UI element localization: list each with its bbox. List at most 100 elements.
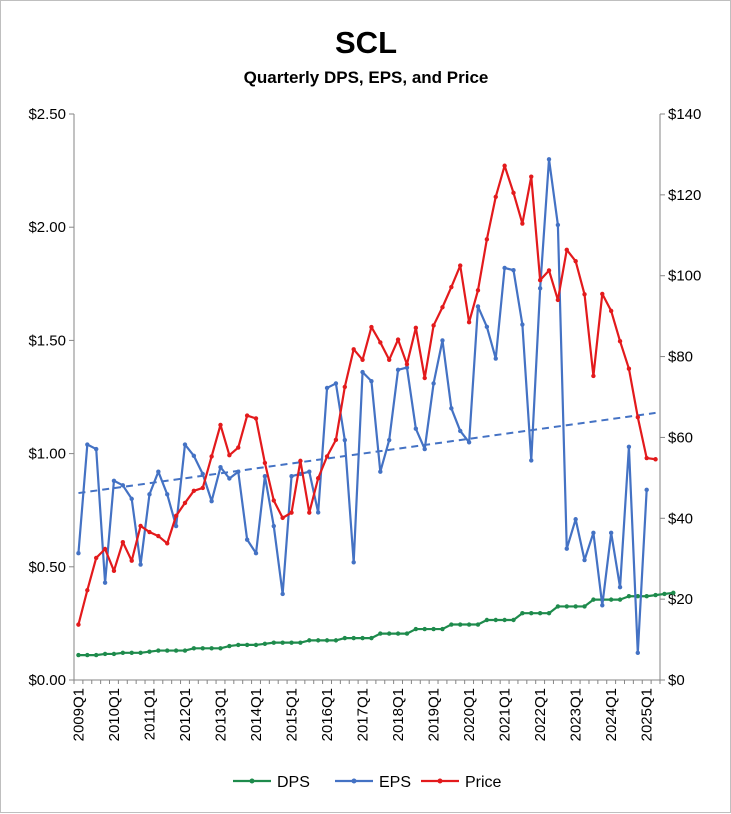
dps-point bbox=[129, 650, 134, 656]
price-point bbox=[440, 305, 445, 310]
right-tick-label: $40 bbox=[668, 510, 693, 527]
price-point bbox=[333, 437, 339, 443]
eps-point bbox=[244, 537, 250, 542]
price-point bbox=[236, 445, 241, 450]
eps-point bbox=[369, 378, 374, 384]
eps-point bbox=[529, 458, 534, 463]
eps-point bbox=[271, 523, 276, 529]
eps-point bbox=[493, 356, 498, 361]
dps-point bbox=[218, 646, 223, 651]
dps-point bbox=[85, 652, 90, 658]
price-point bbox=[546, 268, 552, 273]
left-tick-label: $0.00 bbox=[28, 672, 66, 689]
dps-point bbox=[555, 604, 561, 609]
dps-point bbox=[76, 652, 81, 658]
dps-point bbox=[520, 611, 525, 616]
price-point bbox=[244, 413, 250, 418]
series-layer bbox=[76, 157, 676, 658]
right-axis: $0 $20 $40 $60 $80 $100 $120 $140 bbox=[660, 106, 701, 689]
price-point bbox=[520, 221, 525, 226]
right-tick-label: $60 bbox=[668, 429, 693, 446]
eps-point bbox=[555, 222, 561, 228]
left-tick-label: $1.50 bbox=[28, 332, 66, 349]
eps-point bbox=[200, 471, 205, 477]
price-point bbox=[369, 324, 374, 330]
price-point bbox=[342, 384, 348, 390]
eps-point bbox=[573, 517, 578, 522]
x-tick-label: 2019Q1 bbox=[426, 688, 443, 741]
eps-point bbox=[484, 324, 490, 330]
x-tick-label: 2018Q1 bbox=[390, 688, 407, 741]
x-tick-label: 2022Q1 bbox=[532, 688, 549, 741]
dps-point bbox=[200, 646, 205, 651]
eps-line bbox=[77, 158, 648, 654]
price-point bbox=[395, 337, 401, 342]
price-line bbox=[77, 164, 656, 625]
price-point bbox=[617, 339, 623, 344]
eps-point bbox=[395, 367, 401, 373]
x-tick-label: 2024Q1 bbox=[603, 688, 620, 741]
price-point bbox=[378, 340, 383, 345]
eps-point bbox=[289, 474, 294, 479]
price-point bbox=[173, 513, 179, 519]
eps-trendline bbox=[78, 411, 656, 495]
right-tick-label: $20 bbox=[668, 591, 693, 608]
eps-point bbox=[422, 446, 427, 452]
dps-point bbox=[529, 611, 534, 616]
dps-point bbox=[466, 622, 472, 627]
price-point bbox=[129, 558, 134, 563]
price-point bbox=[191, 488, 197, 493]
eps-point bbox=[475, 304, 481, 309]
price-point bbox=[582, 292, 587, 297]
price-point bbox=[271, 498, 276, 503]
dps-point bbox=[209, 646, 214, 651]
eps-point bbox=[378, 469, 383, 474]
right-tick-label: $120 bbox=[668, 187, 701, 204]
price-point bbox=[573, 258, 578, 264]
dps-point bbox=[458, 622, 463, 627]
price-legend-marker bbox=[437, 778, 443, 784]
dps-point bbox=[236, 642, 241, 648]
dps-point bbox=[422, 626, 427, 632]
dps-point bbox=[404, 631, 410, 636]
eps-point bbox=[511, 268, 516, 273]
eps-point bbox=[236, 469, 241, 474]
eps-point bbox=[85, 442, 90, 447]
dps-point bbox=[431, 626, 436, 632]
eps-point bbox=[466, 440, 472, 445]
eps-point bbox=[138, 562, 143, 567]
legend: DPS EPS Price bbox=[233, 774, 502, 791]
price-point bbox=[449, 284, 454, 290]
eps-point bbox=[173, 523, 179, 529]
x-tick-label: 2016Q1 bbox=[319, 688, 336, 741]
dps-point bbox=[386, 631, 392, 636]
dps-point bbox=[271, 640, 276, 645]
dps-point bbox=[671, 590, 676, 596]
dps-point bbox=[564, 604, 569, 609]
x-tick-label: 2012Q1 bbox=[177, 688, 194, 741]
price-point bbox=[431, 323, 436, 328]
eps-point bbox=[582, 557, 587, 563]
price-point bbox=[324, 454, 330, 459]
dps-point bbox=[244, 642, 250, 648]
dps-point bbox=[449, 622, 454, 627]
right-tick-label: $80 bbox=[668, 349, 693, 366]
x-tick-label: 2015Q1 bbox=[284, 688, 301, 741]
dps-point bbox=[635, 594, 641, 599]
dps-legend-label: DPS bbox=[277, 774, 310, 791]
eps-point bbox=[218, 464, 223, 470]
price-point bbox=[138, 523, 143, 529]
price-point bbox=[511, 190, 516, 196]
dps-point bbox=[413, 626, 419, 632]
eps-point bbox=[342, 437, 348, 443]
eps-point bbox=[608, 530, 614, 536]
eps-point bbox=[129, 496, 134, 502]
eps-point bbox=[440, 338, 445, 343]
x-tick-label: 2009Q1 bbox=[70, 688, 87, 741]
left-tick-label: $2.00 bbox=[28, 219, 66, 236]
dps-point bbox=[644, 594, 649, 599]
dps-point bbox=[653, 592, 658, 598]
price-point bbox=[626, 366, 632, 371]
price-point bbox=[227, 453, 232, 458]
